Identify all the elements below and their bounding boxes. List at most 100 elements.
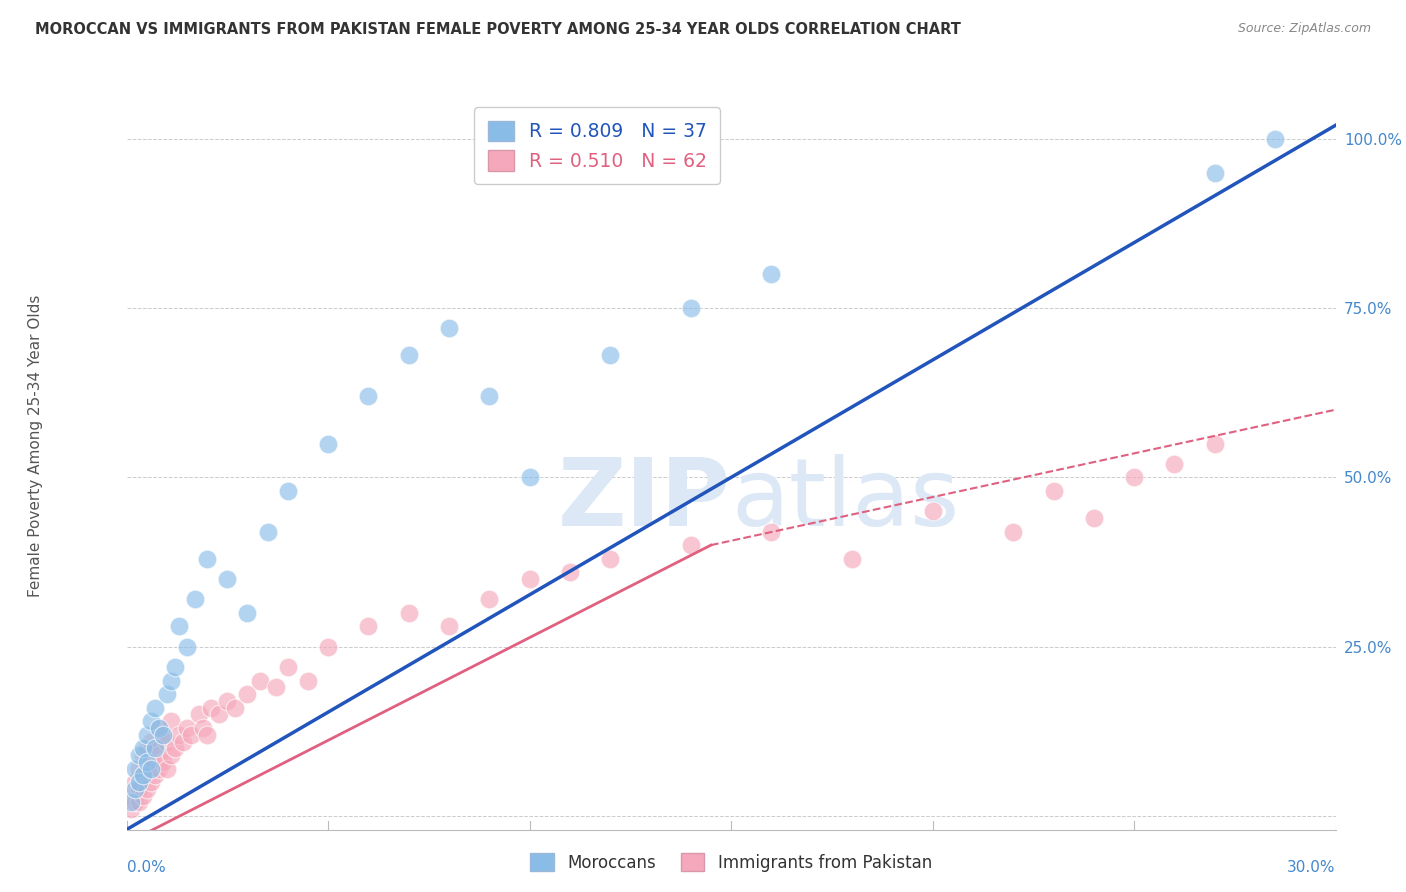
Point xyxy=(478,592,501,607)
Point xyxy=(264,681,287,695)
Point xyxy=(128,796,150,810)
Point xyxy=(135,762,157,776)
Point xyxy=(437,321,460,335)
Point xyxy=(277,660,299,674)
Point xyxy=(160,673,183,688)
Point xyxy=(224,700,246,714)
Point xyxy=(236,606,259,620)
Point xyxy=(841,551,863,566)
Text: 0.0%: 0.0% xyxy=(127,860,166,875)
Point xyxy=(398,349,420,363)
Point xyxy=(128,747,150,762)
Legend: Moroccans, Immigrants from Pakistan: Moroccans, Immigrants from Pakistan xyxy=(519,841,943,883)
Point xyxy=(208,707,231,722)
Point xyxy=(172,734,194,748)
Point xyxy=(679,538,702,552)
Point xyxy=(188,707,211,722)
Text: atlas: atlas xyxy=(731,454,959,547)
Point xyxy=(143,700,166,714)
Point xyxy=(176,640,198,654)
Point xyxy=(160,714,183,729)
Point xyxy=(120,802,142,816)
Point xyxy=(148,721,170,735)
Point xyxy=(148,762,170,776)
Point xyxy=(316,436,339,450)
Point xyxy=(191,721,214,735)
Point xyxy=(128,775,150,789)
Point xyxy=(131,789,153,803)
Point xyxy=(277,483,299,498)
Point xyxy=(195,551,218,566)
Point xyxy=(761,524,783,539)
Point xyxy=(135,781,157,796)
Text: 30.0%: 30.0% xyxy=(1288,860,1336,875)
Point xyxy=(128,762,150,776)
Point xyxy=(139,762,162,776)
Point xyxy=(124,796,146,810)
Point xyxy=(152,755,174,769)
Point xyxy=(152,728,174,742)
Point xyxy=(131,768,153,782)
Point xyxy=(316,640,339,654)
Point xyxy=(1264,132,1286,146)
Point xyxy=(156,762,179,776)
Point xyxy=(519,572,541,586)
Point xyxy=(599,349,621,363)
Point xyxy=(519,470,541,484)
Text: Source: ZipAtlas.com: Source: ZipAtlas.com xyxy=(1237,22,1371,36)
Point xyxy=(1163,457,1185,471)
Point xyxy=(139,755,162,769)
Point xyxy=(152,728,174,742)
Point xyxy=(1042,483,1064,498)
Point xyxy=(200,700,222,714)
Point xyxy=(1204,166,1226,180)
Point xyxy=(1002,524,1025,539)
Point xyxy=(478,389,501,403)
Point xyxy=(256,524,278,539)
Text: Female Poverty Among 25-34 Year Olds: Female Poverty Among 25-34 Year Olds xyxy=(28,295,42,597)
Point xyxy=(163,660,186,674)
Point xyxy=(679,301,702,315)
Point xyxy=(131,741,153,756)
Point xyxy=(217,572,239,586)
Point xyxy=(558,565,581,579)
Point xyxy=(1083,511,1105,525)
Point xyxy=(167,619,190,633)
Point xyxy=(156,687,179,701)
Point xyxy=(139,734,162,748)
Point xyxy=(167,728,190,742)
Point xyxy=(217,694,239,708)
Point xyxy=(437,619,460,633)
Point xyxy=(139,714,162,729)
Point xyxy=(124,775,146,789)
Point xyxy=(195,728,218,742)
Point xyxy=(176,721,198,735)
Point xyxy=(180,728,202,742)
Point xyxy=(131,747,153,762)
Point xyxy=(143,768,166,782)
Point xyxy=(135,755,157,769)
Point xyxy=(761,267,783,281)
Point xyxy=(139,775,162,789)
Point xyxy=(148,747,170,762)
Text: ZIP: ZIP xyxy=(558,454,731,547)
Point xyxy=(297,673,319,688)
Text: MOROCCAN VS IMMIGRANTS FROM PAKISTAN FEMALE POVERTY AMONG 25-34 YEAR OLDS CORREL: MOROCCAN VS IMMIGRANTS FROM PAKISTAN FEM… xyxy=(35,22,962,37)
Point xyxy=(921,504,943,518)
Point xyxy=(1123,470,1146,484)
Point xyxy=(143,741,166,756)
Point xyxy=(124,762,146,776)
Point xyxy=(160,747,183,762)
Point xyxy=(236,687,259,701)
Point xyxy=(135,741,157,756)
Point xyxy=(143,741,166,756)
Point xyxy=(135,728,157,742)
Point xyxy=(131,768,153,782)
Point xyxy=(398,606,420,620)
Point xyxy=(1204,436,1226,450)
Point xyxy=(599,551,621,566)
Point xyxy=(249,673,271,688)
Point xyxy=(120,796,142,810)
Point xyxy=(357,619,380,633)
Point xyxy=(357,389,380,403)
